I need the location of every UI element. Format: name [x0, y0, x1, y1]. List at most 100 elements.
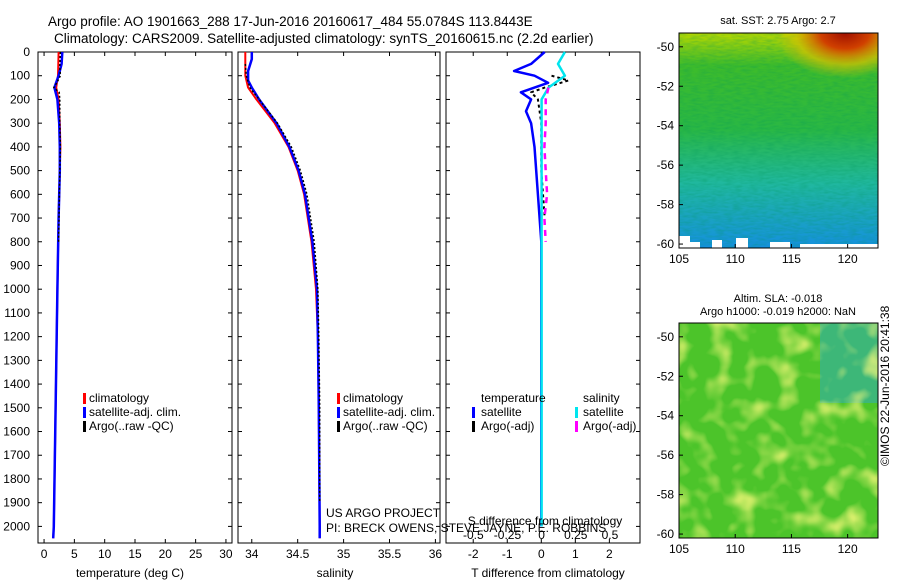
legend-swatch-s-argo: [575, 421, 578, 432]
diff-top-tick-label: 0.25: [564, 528, 588, 542]
legend-swatch-clim: [83, 393, 86, 404]
x-tick-label: 20: [159, 547, 173, 561]
map-lat-label: -52: [657, 79, 675, 93]
figure-title-line1: Argo profile: AO 1901663_288 17-Jun-2016…: [48, 14, 533, 29]
legend-swatch-t-sat: [472, 407, 475, 418]
sla-map-title2: Argo h1000: -0.019 h2000: NaN: [700, 306, 856, 318]
map-lat-label: -54: [657, 119, 675, 133]
sla-map-image: [679, 323, 878, 538]
x-tick-label: 1: [572, 547, 579, 561]
depth-tick-label: 1900: [3, 496, 30, 510]
temp-xlabel: temperature (deg C): [76, 566, 184, 580]
map-lon-label: 105: [669, 252, 689, 266]
map-lat-label: -52: [657, 369, 675, 383]
map-lat-label: -60: [657, 237, 675, 251]
map-lon-label: 110: [726, 252, 745, 266]
x-tick-label: 35: [337, 547, 351, 561]
sst-map-image: [679, 33, 878, 248]
legend-swatch-clim: [337, 393, 340, 404]
sla-map-title1: Altim. SLA: -0.018: [734, 293, 823, 305]
legend-label: satellite: [481, 405, 522, 419]
legend-label: satellite-adj. clim.: [89, 405, 181, 419]
depth-tick-label: 100: [10, 69, 30, 83]
x-tick-label: 34: [245, 547, 259, 561]
temp-panel-frame: [37, 51, 233, 544]
sal-legend: climatology satellite-adj. clim. Argo(..…: [337, 391, 435, 433]
temp-legend: climatology satellite-adj. clim. Argo(..…: [83, 391, 181, 433]
series-argo-raw-qc: [53, 51, 62, 242]
pi-credit: PI: BRECK OWENS, STEVE JAYNE, P.E. ROBBI…: [326, 521, 606, 535]
series-s-satellite: [540, 51, 567, 527]
x-tick-label: 0: [41, 547, 48, 561]
x-tick-label: 5: [71, 547, 78, 561]
diff-top-tick-label: 0.5: [602, 528, 619, 542]
x-tick-label: -2: [468, 547, 479, 561]
legend-label: satellite: [583, 405, 624, 419]
x-tick-label: 30: [219, 547, 233, 561]
map-lat-label: -58: [657, 488, 675, 502]
map-lon-label: 115: [782, 542, 801, 556]
legend-swatch-sat: [83, 407, 86, 418]
series-argo-raw-qc: [244, 63, 321, 503]
x-tick-label: 15: [128, 547, 142, 561]
depth-axis: 0 100 200 300 400 500 600 700 800 900 1000 1100 1200…: [3, 45, 640, 533]
x-tick-label: 0: [538, 547, 545, 561]
map-lat-label: -56: [657, 448, 675, 462]
map-lon-label: 120: [838, 542, 858, 556]
imos-credit: ©IMOS 22-Jun-2016 20:41:38: [878, 305, 892, 466]
sal-xlabel: salinity: [317, 566, 354, 580]
diff-top-tick-label: -0.25: [494, 528, 522, 542]
legend-swatch-t-argo: [472, 421, 475, 432]
legend-label: Argo(-adj): [481, 419, 534, 433]
legend-label: Argo(..raw -QC): [89, 419, 174, 433]
legend-swatch-sat: [337, 407, 340, 418]
diff-panel-frame: [445, 51, 641, 544]
depth-tick-label: 900: [10, 258, 30, 272]
legend-label: satellite-adj. clim.: [343, 405, 435, 419]
x-tick-label: 10: [98, 547, 112, 561]
map-lat-label: -60: [657, 527, 675, 541]
depth-tick-label: 0: [23, 45, 30, 59]
series-satellite-adj-clim: [51, 51, 64, 539]
depth-tick-label: 1000: [3, 282, 30, 296]
legend-label: climatology: [343, 391, 403, 405]
depth-tick-label: 2000: [3, 519, 30, 533]
diff-top-tick-label: -0.5: [463, 528, 484, 542]
sla-map-frame: [678, 322, 879, 539]
legend-swatch-argo: [337, 421, 340, 432]
diff-top-axis: -0.5 -0.25 0 0.25 0.5: [463, 528, 619, 542]
diff-top-tick-label: 0: [538, 528, 545, 542]
depth-tick-label: 1300: [3, 353, 30, 367]
profile-series: [51, 51, 570, 539]
series-t-satellite: [512, 51, 550, 527]
figure-title-line2: Climatology: CARS2009. Satellite-adjuste…: [54, 31, 594, 46]
legend-head-salinity: salinity: [583, 391, 620, 405]
series-s-argo-adj: [543, 87, 550, 242]
series-t-argo-adj: [530, 74, 570, 219]
depth-tick-label: 700: [10, 211, 30, 225]
depth-tick-label: 1500: [3, 401, 30, 415]
depth-tick-label: 400: [10, 140, 30, 154]
x-tick-label: 36: [429, 547, 443, 561]
map-lat-label: -56: [657, 158, 675, 172]
legend-label: Argo(..raw -QC): [343, 419, 428, 433]
diff-legend: temperature salinity satellite Argo(-adj…: [472, 391, 636, 433]
x-tick-label: 34.5: [286, 547, 310, 561]
map-lon-label: 120: [838, 252, 858, 266]
legend-swatch-argo: [83, 421, 86, 432]
map-lon-label: 105: [669, 542, 689, 556]
legend-label: climatology: [89, 391, 149, 405]
x-tick-label: 25: [189, 547, 203, 561]
map-lat-label: -50: [657, 330, 675, 344]
depth-tick-label: 1700: [3, 448, 30, 462]
map-lat-label: -50: [657, 40, 675, 54]
depth-tick-label: 300: [10, 116, 30, 130]
depth-tick-label: 1600: [3, 425, 30, 439]
map-lon-label: 110: [726, 542, 745, 556]
sst-map-frame: [678, 32, 879, 249]
sal-panel-frame: [237, 51, 441, 544]
x-tick-label: 35.5: [378, 547, 402, 561]
diff-top-label: S difference from climatology: [468, 514, 623, 528]
